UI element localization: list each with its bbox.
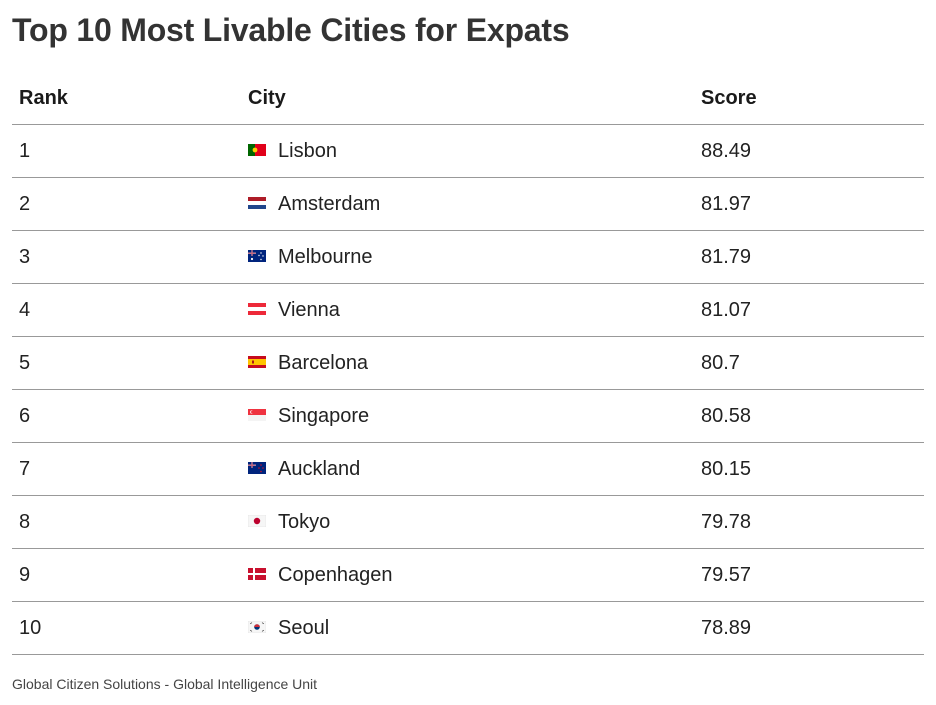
score-cell: 79.78 [694,495,924,549]
city-name: Copenhagen [278,563,393,586]
livable-cities-table: Rank City Score 1 Lisbon 88.49 2 Amsterd… [12,72,924,655]
portugal-flag-icon [248,144,266,157]
header-score: Score [694,72,924,125]
score-cell: 79.57 [694,548,924,602]
rank-cell: 4 [12,283,241,337]
city-cell: Auckland [241,442,694,496]
australia-flag-icon [248,250,266,263]
denmark-flag-icon [248,568,266,581]
table-row: 1 Lisbon 88.49 [12,124,924,178]
source-note: Global Citizen Solutions - Global Intell… [12,676,318,692]
score-cell: 80.58 [694,389,924,443]
city-name: Singapore [278,404,370,427]
city-name: Vienna [278,298,340,321]
score-cell: 81.97 [694,177,924,231]
rank-cell: 8 [12,495,241,549]
city-cell: Amsterdam [241,177,694,231]
table-row: 8 Tokyo 79.78 [12,495,924,549]
chart-title: Top 10 Most Livable Cities for Expats [12,12,570,48]
rank-cell: 1 [12,124,241,178]
city-cell: Seoul [241,601,694,655]
header-rank: Rank [12,72,241,125]
table-row: 4 Vienna 81.07 [12,283,924,337]
singapore-flag-icon [248,409,266,422]
city-name: Seoul [278,616,330,639]
score-cell: 78.89 [694,601,924,655]
city-name: Melbourne [278,245,373,268]
city-cell: Lisbon [241,124,694,178]
header-city: City [241,72,694,125]
city-cell: Copenhagen [241,548,694,602]
city-name: Barcelona [278,351,369,374]
rank-cell: 3 [12,230,241,284]
rank-cell: 7 [12,442,241,496]
score-cell: 80.7 [694,336,924,390]
table-row: 6 Singapore 80.58 [12,389,924,443]
score-cell: 81.07 [694,283,924,337]
city-cell: Singapore [241,389,694,443]
table-row: 2 Amsterdam 81.97 [12,177,924,231]
table-row: 10 Seoul 78.89 [12,601,924,655]
city-cell: Vienna [241,283,694,337]
city-name: Lisbon [278,139,337,162]
city-cell: Tokyo [241,495,694,549]
rank-cell: 2 [12,177,241,231]
table-row: 9 Copenhagen 79.57 [12,548,924,602]
score-cell: 88.49 [694,124,924,178]
table-header-row: Rank City Score [12,72,924,125]
south-korea-flag-icon [248,621,266,634]
score-cell: 80.15 [694,442,924,496]
table-body: 1 Lisbon 88.49 2 Amsterdam 81.97 3 Melbo… [12,124,924,655]
austria-flag-icon [248,303,266,316]
rank-cell: 9 [12,548,241,602]
city-cell: Barcelona [241,336,694,390]
city-cell: Melbourne [241,230,694,284]
spain-flag-icon [248,356,266,369]
table-row: 3 Melbourne 81.79 [12,230,924,284]
rank-cell: 6 [12,389,241,443]
city-name: Amsterdam [278,192,381,215]
table-row: 7 Auckland 80.15 [12,442,924,496]
new-zealand-flag-icon [248,462,266,475]
city-name: Auckland [278,457,361,480]
rank-cell: 10 [12,601,241,655]
netherlands-flag-icon [248,197,266,210]
table-row: 5 Barcelona 80.7 [12,336,924,390]
rank-cell: 5 [12,336,241,390]
japan-flag-icon [248,515,266,528]
city-name: Tokyo [278,510,331,533]
score-cell: 81.79 [694,230,924,284]
